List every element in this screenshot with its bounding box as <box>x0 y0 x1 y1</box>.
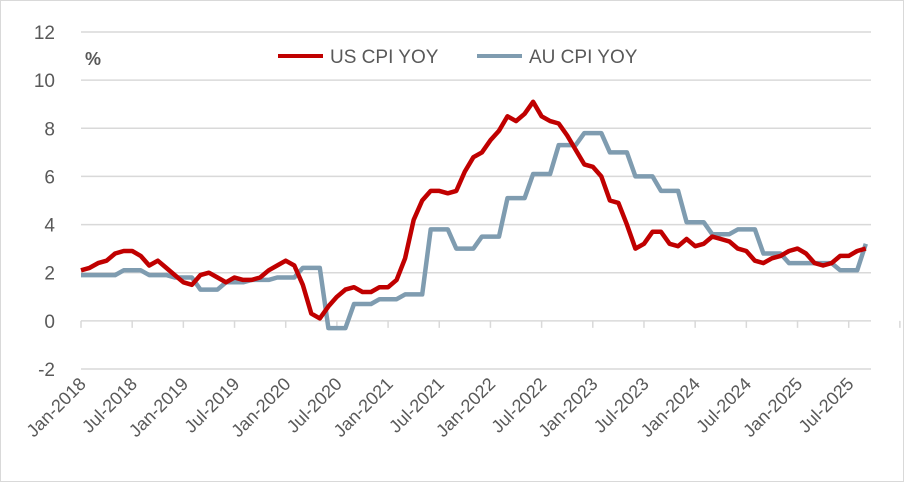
y-axis-unit-label: % <box>85 49 101 69</box>
y-tick-label: 10 <box>34 71 55 92</box>
series-line-us <box>80 99 867 321</box>
y-tick-label: -2 <box>38 360 55 381</box>
y-tick-label: 6 <box>44 167 55 188</box>
y-tick-label: 0 <box>44 312 55 333</box>
legend-label-us: US CPI YOY <box>330 47 439 68</box>
y-tick-label: 4 <box>44 216 55 237</box>
y-tick-label: 2 <box>44 264 55 285</box>
y-tick-label: 12 <box>34 23 55 44</box>
x-tick-label: Jan-2018 <box>23 374 90 441</box>
series-line-au <box>81 130 868 331</box>
gridlines-group <box>81 31 871 370</box>
x-tick-label: Jul-2025 <box>795 374 858 437</box>
axes-group: -2024681012Jan-2018Jul-2018Jan-2019Jul-2… <box>23 23 901 441</box>
series-lines-group <box>80 99 868 331</box>
legend: US CPI YOY AU CPI YOY <box>278 47 638 68</box>
legend-label-au: AU CPI YOY <box>529 47 638 68</box>
y-tick-label: 8 <box>44 119 55 140</box>
